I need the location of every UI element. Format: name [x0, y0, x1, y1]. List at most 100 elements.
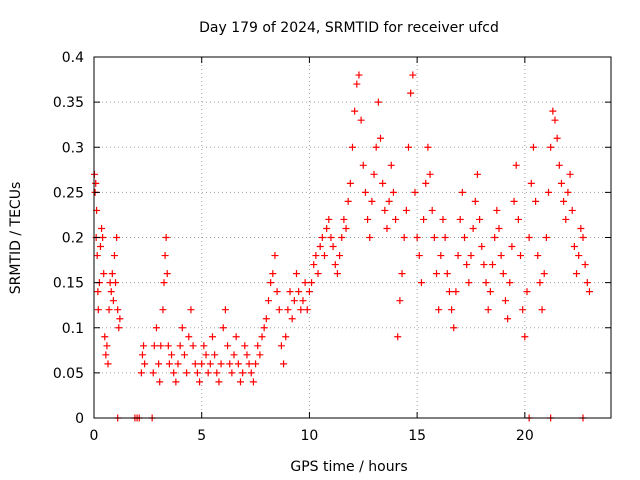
data-point — [275, 306, 283, 314]
data-point — [467, 252, 475, 260]
data-point — [280, 360, 288, 368]
data-point — [102, 351, 110, 359]
data-point — [555, 161, 563, 169]
data-point — [329, 243, 337, 251]
y-tick-label: 0.1 — [62, 321, 84, 337]
data-point — [482, 279, 490, 287]
data-point — [204, 369, 212, 377]
data-point — [359, 161, 367, 169]
data-point — [264, 297, 272, 305]
x-tick-label: 5 — [197, 428, 206, 444]
data-point — [355, 71, 363, 79]
data-point — [297, 306, 305, 314]
data-point — [519, 306, 527, 314]
data-point — [579, 234, 587, 241]
data-point — [473, 170, 481, 178]
data-point — [344, 197, 352, 205]
data-point — [215, 378, 223, 386]
data-point — [249, 378, 257, 386]
data-point — [443, 270, 451, 278]
data-point — [357, 116, 365, 124]
data-point — [342, 224, 350, 232]
data-point — [96, 243, 104, 251]
data-point — [290, 297, 298, 305]
y-tick-label: 0.4 — [62, 50, 84, 66]
data-point — [583, 279, 591, 287]
data-point — [456, 215, 464, 223]
data-point — [396, 297, 404, 305]
data-point — [161, 252, 169, 260]
data-point — [141, 360, 149, 368]
data-point — [575, 252, 583, 260]
data-point — [525, 234, 533, 241]
data-point — [115, 324, 123, 332]
x-axis-label: GPS time / hours — [290, 459, 407, 475]
data-point — [570, 243, 578, 251]
data-point — [493, 206, 501, 214]
data-point — [529, 143, 537, 151]
x-tick-label: 20 — [516, 428, 534, 444]
data-point — [113, 234, 121, 241]
data-point — [547, 143, 555, 151]
data-point — [338, 234, 346, 241]
y-tick-label: 0 — [75, 411, 84, 427]
data-point — [424, 143, 432, 151]
data-point — [159, 306, 167, 314]
data-point — [170, 369, 178, 377]
data-point — [206, 360, 214, 368]
data-point — [510, 197, 518, 205]
x-tick-labels: 0 5 10 15 20 — [90, 428, 534, 444]
data-point — [568, 206, 576, 214]
data-point — [103, 342, 111, 350]
data-point — [183, 369, 191, 377]
data-point — [336, 252, 344, 260]
data-point — [374, 98, 382, 106]
data-point — [193, 369, 201, 377]
data-point — [420, 215, 428, 223]
data-point — [226, 360, 234, 368]
data-point — [532, 197, 540, 205]
y-tick-label: 0.15 — [53, 276, 84, 292]
data-point — [366, 234, 374, 241]
y-tick-label: 0.05 — [53, 366, 84, 382]
data-point — [439, 215, 447, 223]
data-point — [437, 252, 445, 260]
data-point — [277, 342, 285, 350]
data-point — [267, 279, 275, 287]
data-point — [94, 288, 102, 296]
data-point — [94, 306, 102, 314]
data-point — [549, 107, 557, 115]
data-point — [254, 342, 262, 350]
data-point — [284, 306, 292, 314]
data-point — [392, 215, 400, 223]
data-point — [415, 252, 423, 260]
data-point — [545, 188, 553, 196]
x-tick-label: 15 — [408, 428, 426, 444]
data-point — [499, 270, 507, 278]
data-point — [292, 270, 300, 278]
data-point — [333, 270, 341, 278]
data-point — [107, 288, 115, 296]
data-point — [105, 306, 113, 314]
data-point — [379, 179, 387, 187]
data-point — [463, 261, 471, 269]
data-point — [273, 288, 281, 296]
data-point — [394, 333, 402, 341]
data-point — [211, 351, 219, 359]
data-point — [407, 89, 415, 97]
data-point — [370, 170, 378, 178]
data-point — [585, 288, 593, 296]
data-point — [557, 179, 565, 187]
data-point — [262, 315, 270, 323]
data-point — [116, 315, 124, 323]
data-point — [256, 351, 264, 359]
data-point — [417, 279, 425, 287]
data-point — [217, 360, 225, 368]
data-point — [486, 288, 494, 296]
data-point — [295, 288, 303, 296]
data-point — [232, 333, 240, 341]
data-point — [497, 252, 505, 260]
data-point — [351, 107, 359, 115]
data-point — [301, 279, 309, 287]
